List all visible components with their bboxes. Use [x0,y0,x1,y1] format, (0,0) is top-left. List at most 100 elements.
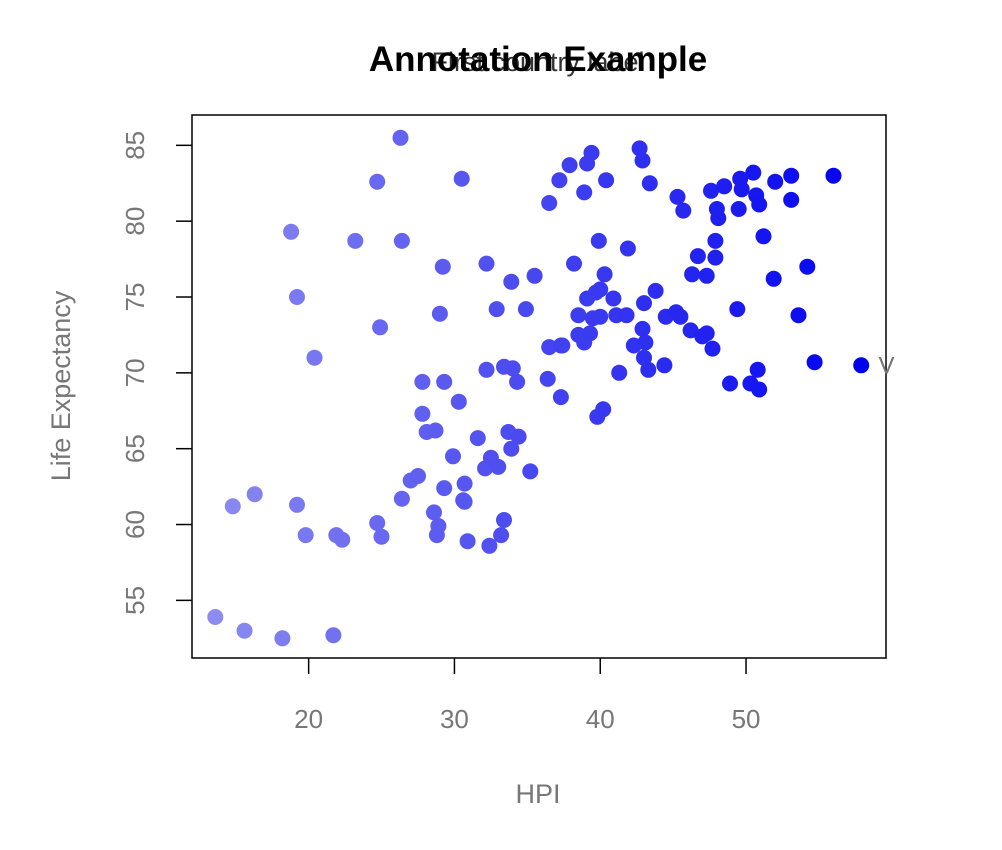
data-point [716,178,733,195]
data-point [582,325,598,342]
data-point [730,201,747,217]
data-point [592,308,609,325]
data-point [755,228,772,245]
y-tick-label: 55 [120,586,150,615]
data-point [634,320,651,337]
data-point [636,349,652,366]
data-point [641,175,658,192]
chart-title: Annotation Example [369,40,707,79]
y-tick-label: 75 [120,283,150,312]
x-axis-label: HPI [515,779,560,809]
data-point [517,301,534,318]
data-point [246,486,263,503]
data-point [541,339,558,356]
data-point [634,152,651,169]
data-point [554,337,571,354]
data-point [410,468,426,484]
data-point [636,295,652,312]
data-point [598,172,615,189]
data-point [590,232,607,249]
data-point [576,184,593,201]
data-point [289,289,305,305]
data-point [510,428,527,445]
data-point [509,373,526,390]
data-point [431,305,448,322]
points-layer [207,129,870,647]
y-tick-label: 85 [120,131,150,160]
data-point [570,307,587,324]
data-point [541,195,558,211]
x-axis: 20 30 40 50 [294,658,760,734]
data-point [526,267,543,284]
data-point [347,232,364,249]
data-point [207,609,224,625]
x-tick-label: 40 [586,704,615,734]
data-point [669,188,686,205]
data-point [749,361,766,378]
data-point [698,267,715,284]
data-point [561,157,578,174]
data-point [453,170,470,187]
data-point [456,475,473,492]
data-point [450,393,467,410]
data-point [765,270,782,287]
data-point [436,373,453,390]
data-point [583,144,600,161]
data-point [434,258,451,275]
data-point [426,504,442,521]
data-point [373,528,390,545]
data-point [427,422,444,439]
data-point [611,364,628,381]
data-point [369,515,386,531]
data-point [478,361,495,378]
data-point [767,173,784,190]
data-point [552,389,569,406]
data-point [334,531,351,548]
data-point [393,490,410,507]
data-point [672,308,689,325]
data-point [283,223,300,240]
data-point [490,458,507,475]
data-point [503,273,520,290]
data-point [393,232,410,249]
data-point [481,537,498,554]
data-point [596,266,613,283]
data-point [522,463,539,480]
data-point [675,202,692,219]
data-point [703,182,719,199]
data-point [224,498,241,515]
data-point [619,240,636,257]
data-point [707,232,724,249]
data-point [469,430,486,447]
y-axis: 55 60 65 70 75 80 85 [120,131,192,615]
data-point [504,360,521,377]
data-point [618,307,635,324]
y-tick-label: 60 [120,510,150,539]
data-point [592,281,609,298]
data-point [640,361,657,378]
data-point [783,191,800,208]
data-point [729,301,746,318]
data-point [783,167,800,184]
data-point [436,480,453,497]
x-tick-label: 50 [732,704,761,734]
point-annotation: V [879,352,895,379]
data-point [733,181,750,198]
data-point [414,373,431,390]
data-point [637,334,654,351]
data-point [825,167,842,184]
data-point [551,172,568,189]
data-point [456,493,473,510]
y-tick-label: 70 [120,358,150,387]
data-point [656,357,673,374]
data-point [631,140,648,157]
data-point [372,319,389,336]
data-point [430,518,447,534]
data-point [853,357,870,374]
data-point [289,496,305,513]
data-point [478,255,495,272]
data-point [595,401,612,418]
data-point [459,533,476,550]
data-point [493,527,510,544]
